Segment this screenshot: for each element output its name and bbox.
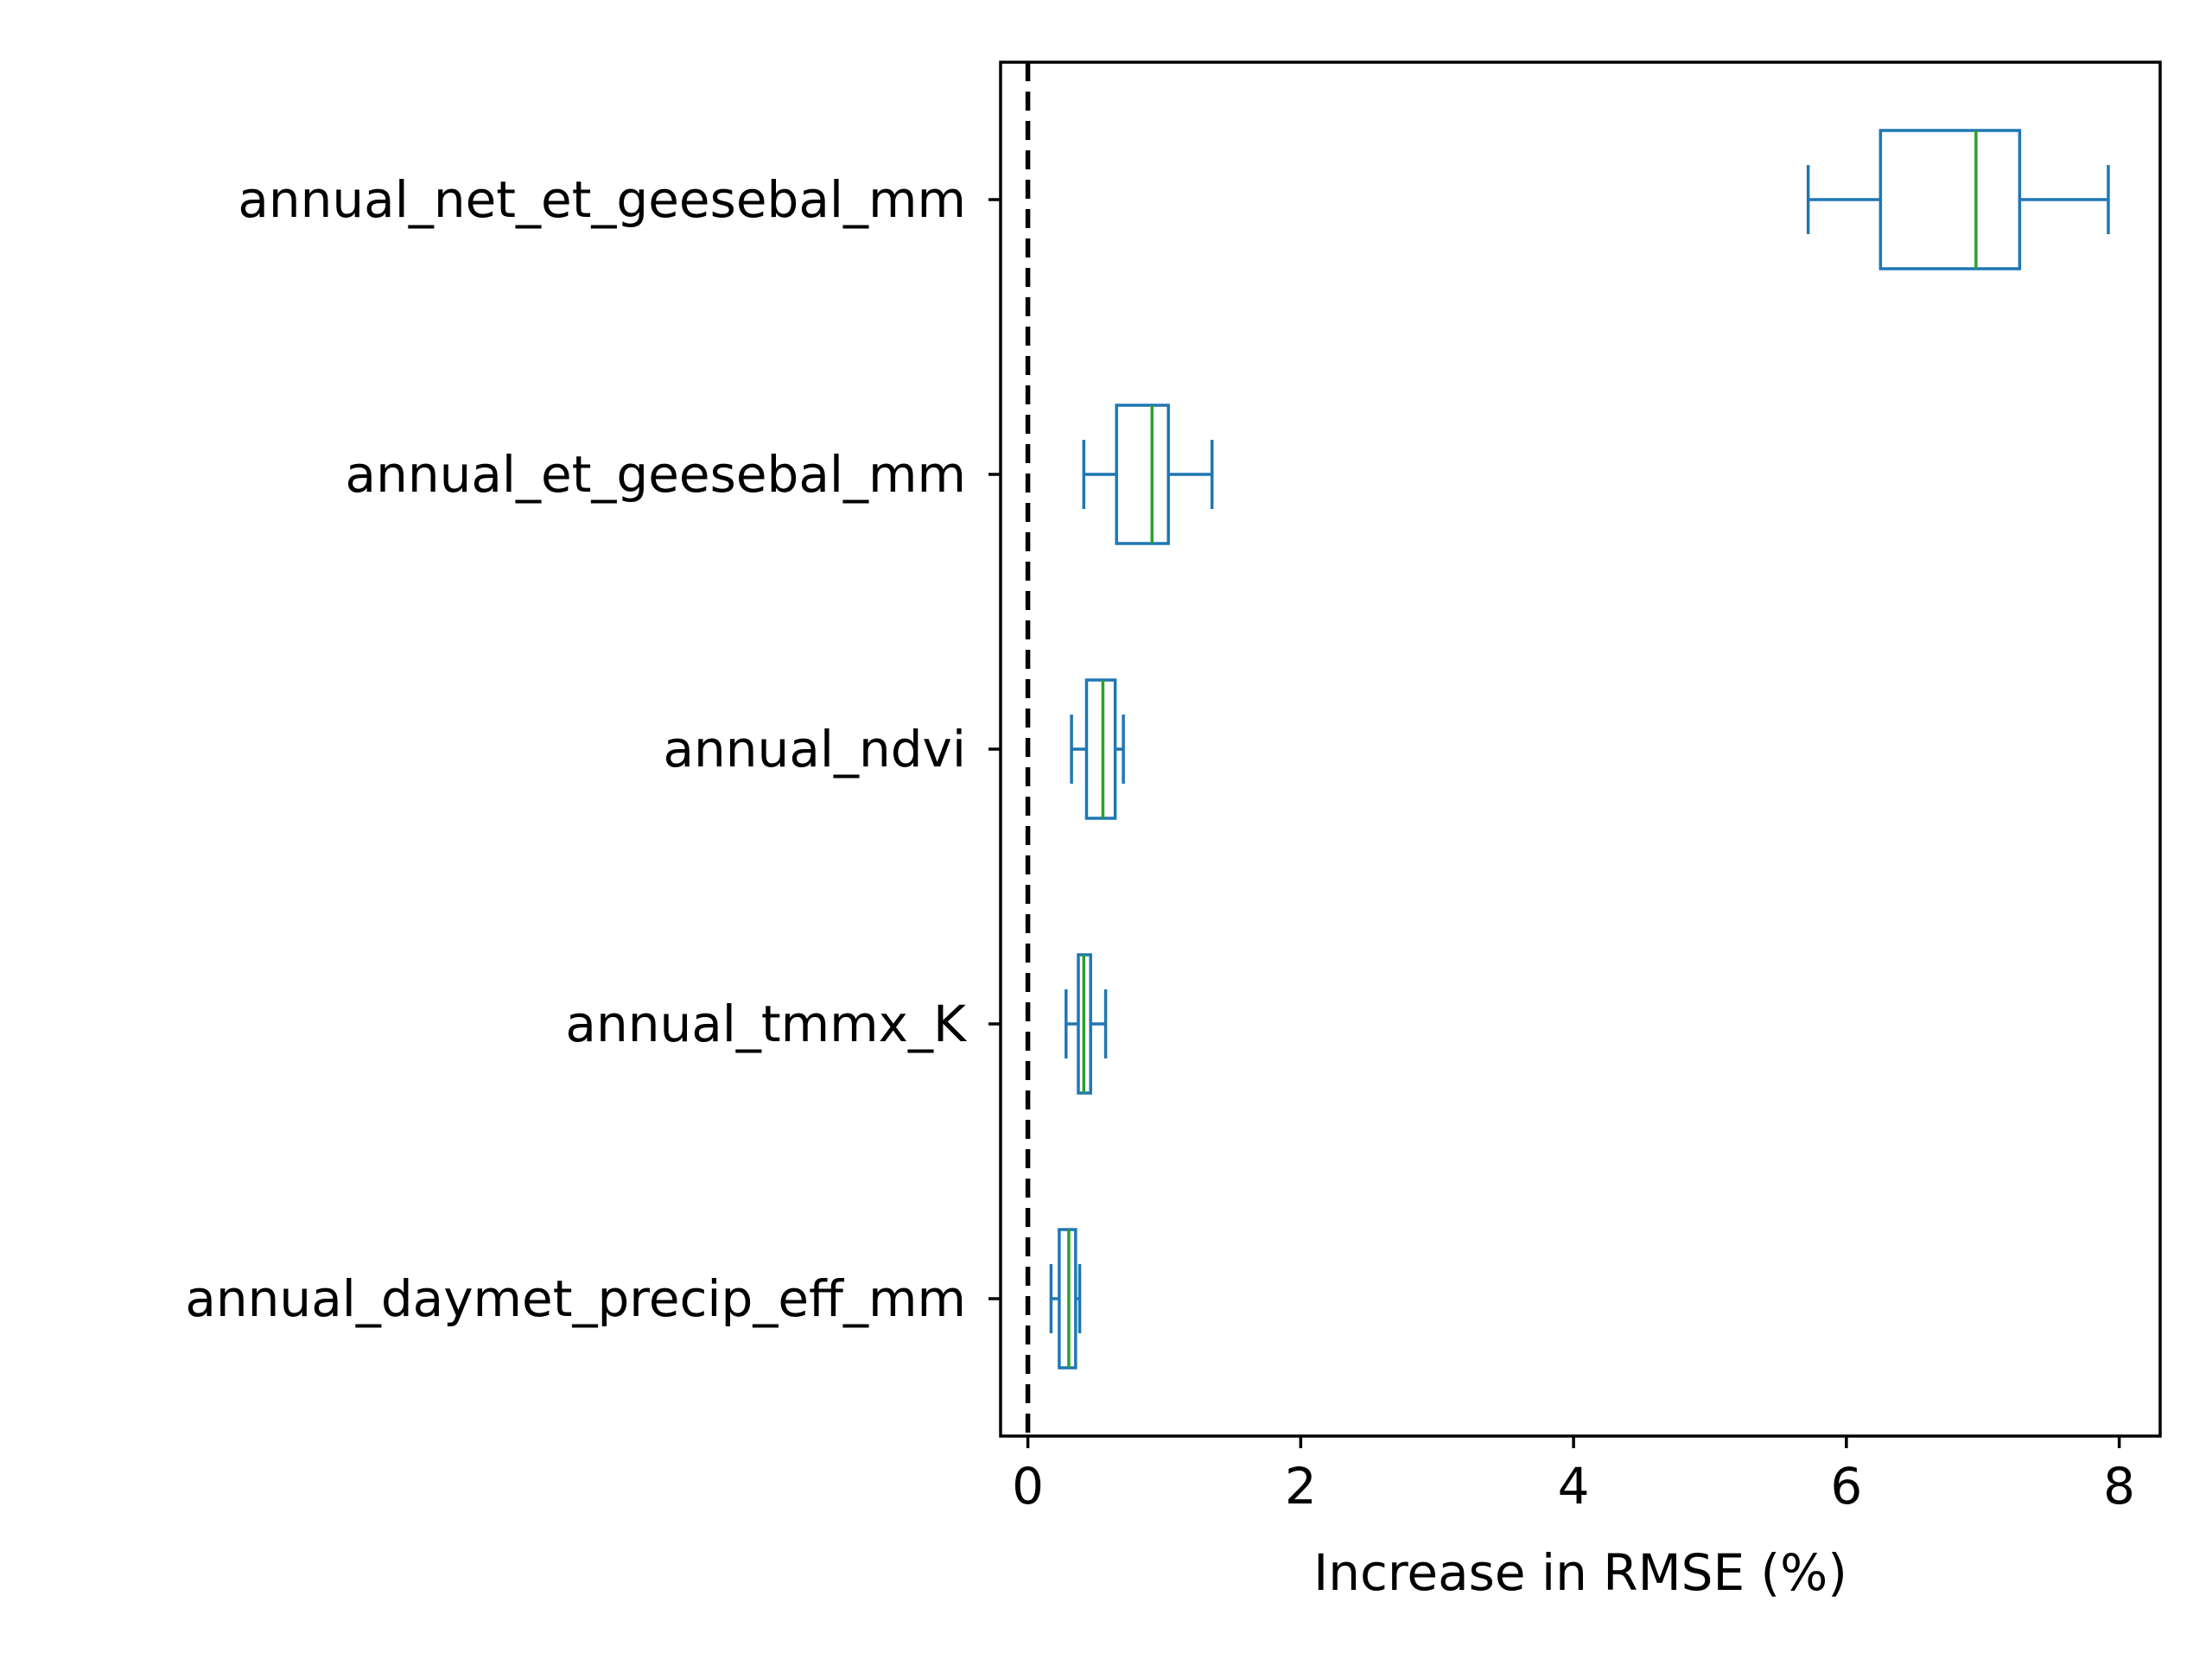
x-axis: 0 2 4 6 8 xyxy=(1012,1436,2135,1516)
box-annual_et_geesebal_mm xyxy=(1082,404,1214,545)
box-iqr xyxy=(1878,129,2022,270)
y-axis: annual_net_et_geesebal_mm annual_et_geese… xyxy=(185,170,1001,1328)
y-tick-label: annual_daymet_precip_eff_mm xyxy=(185,1269,966,1328)
box-annual_net_et_geesebal_mm xyxy=(1806,129,2110,270)
box-iqr xyxy=(1084,678,1117,820)
x-tick-label: 0 xyxy=(1012,1457,1044,1516)
y-tick-label: annual_net_et_geesebal_mm xyxy=(238,170,966,229)
x-tick-label: 8 xyxy=(2103,1457,2135,1516)
box-iqr xyxy=(1115,404,1170,545)
box-annual_daymet_precip_eff_mm xyxy=(1049,1228,1082,1370)
x-tick-label: 2 xyxy=(1285,1457,1317,1516)
box-annual_tmmx_K xyxy=(1065,953,1108,1095)
x-axis-label: Increase in RMSE (%) xyxy=(1313,1543,1847,1602)
plot-area xyxy=(1025,62,2110,1436)
y-tick-label: annual_ndvi xyxy=(664,720,967,779)
x-tick-label: 6 xyxy=(1830,1457,1862,1516)
y-tick-label: annual_et_geesebal_mm xyxy=(346,445,966,504)
y-tick-label: annual_tmmx_K xyxy=(565,995,968,1053)
x-tick-label: 4 xyxy=(1558,1457,1590,1516)
box-annual_ndvi xyxy=(1070,678,1125,820)
